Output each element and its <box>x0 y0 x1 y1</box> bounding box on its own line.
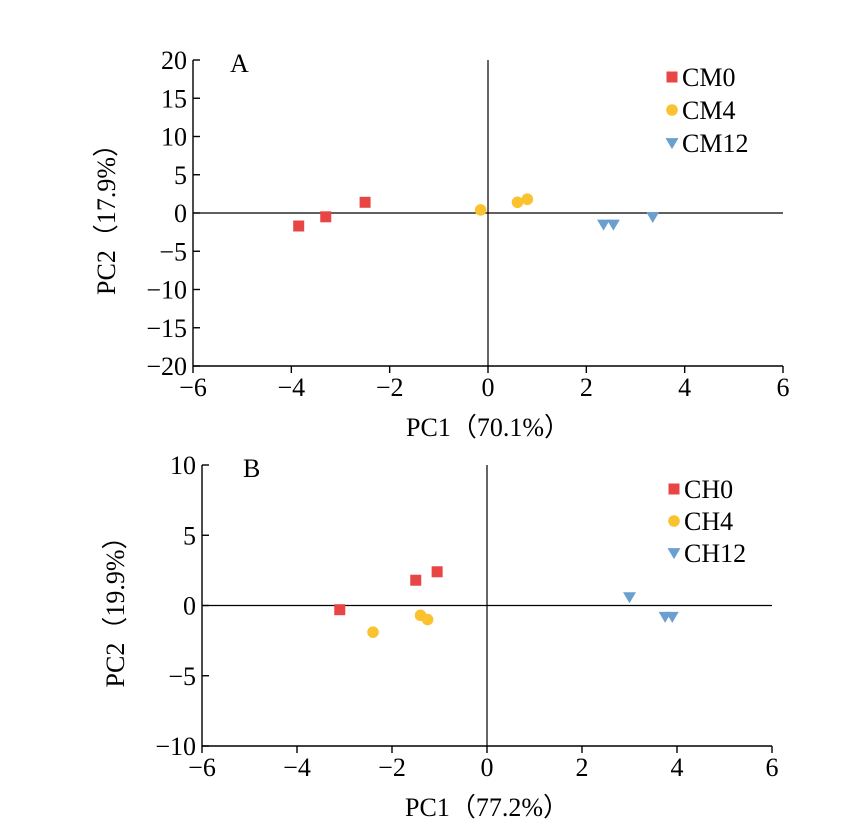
x-tick-label: 2 <box>580 373 593 402</box>
data-point-ch0 <box>334 604 346 616</box>
x-tick-label: −6 <box>188 753 216 782</box>
data-point-cm4 <box>521 193 534 206</box>
x-axis-title: PC1（77.2%） <box>405 793 569 822</box>
data-point-cm4 <box>474 204 487 216</box>
legend-marker-ch0 <box>668 483 680 495</box>
data-point-ch12 <box>623 592 636 604</box>
x-tick-label: 0 <box>481 753 494 782</box>
x-tick-label: 2 <box>576 753 589 782</box>
y-tick-label: 20 <box>161 46 187 75</box>
y-tick-label: −10 <box>146 276 187 305</box>
legend-label: CM0 <box>682 63 735 92</box>
data-point-cm12 <box>646 211 660 223</box>
legend-marker-cm0 <box>666 71 678 83</box>
y-tick-label: −20 <box>146 352 187 381</box>
legend-marker-ch4 <box>668 515 680 527</box>
legend-label: CH0 <box>684 475 733 504</box>
legend-label: CH12 <box>684 539 746 568</box>
legend-label: CM4 <box>682 96 735 125</box>
y-tick-label: −10 <box>155 732 196 761</box>
data-point-cm0 <box>293 220 305 232</box>
chart-panel-b: −6 −4 −2 0 2 4 6 10 5 0 −5 −10 B PC1（77.2%） PC2（19.9%）… <box>101 451 779 822</box>
x-tick-label: 6 <box>777 373 790 402</box>
y-tick-label: 10 <box>161 123 187 152</box>
data-point-ch0 <box>410 574 422 586</box>
y-tick-label: 0 <box>174 199 187 228</box>
legend-label: CM12 <box>682 129 748 158</box>
legend-marker-cm12 <box>665 138 679 150</box>
data-point-ch4 <box>367 626 379 638</box>
y-tick-label: −5 <box>168 662 196 691</box>
y-tick-label: 0 <box>183 592 196 621</box>
y-tick-label: −5 <box>159 237 187 266</box>
x-tick-label: −6 <box>179 373 207 402</box>
y-tick-label: 5 <box>183 521 196 550</box>
data-point-ch4 <box>421 613 434 626</box>
x-tick-label: 6 <box>766 753 779 782</box>
chart-panel-a: −6 −4 −2 0 2 4 620151050−5−10−15−20APC1（70.1%）… <box>92 46 790 442</box>
legend-marker-cm4 <box>666 104 678 116</box>
x-tick-label: 4 <box>678 373 691 402</box>
data-point-cm0 <box>359 196 371 208</box>
panel-label: A <box>230 49 249 78</box>
x-tick-label: −2 <box>378 753 406 782</box>
legend-marker-ch12 <box>667 548 681 560</box>
y-tick-label: 5 <box>174 161 187 190</box>
y-tick-label: 15 <box>161 84 187 113</box>
y-tick-label: 10 <box>170 451 196 480</box>
x-tick-label: −4 <box>277 373 305 402</box>
y-tick-label: −15 <box>146 314 187 343</box>
data-point-cm4 <box>511 196 524 209</box>
y-axis-title: PC2（19.9%） <box>101 524 130 688</box>
panel-label: B <box>243 454 260 483</box>
data-point-cm0 <box>320 211 332 223</box>
x-tick-label: −4 <box>283 753 311 782</box>
legend-label: CH4 <box>684 507 733 536</box>
x-tick-label: 4 <box>671 753 684 782</box>
y-axis-title: PC2（17.9%） <box>92 131 121 295</box>
data-point-cm12 <box>606 219 620 231</box>
data-point-ch0 <box>431 566 443 578</box>
data-point-ch12 <box>665 611 679 623</box>
x-tick-label: 0 <box>482 373 495 402</box>
x-tick-label: −2 <box>376 373 404 402</box>
data-point-cm12 <box>597 219 611 231</box>
x-axis-title: PC1（70.1%） <box>406 413 570 442</box>
